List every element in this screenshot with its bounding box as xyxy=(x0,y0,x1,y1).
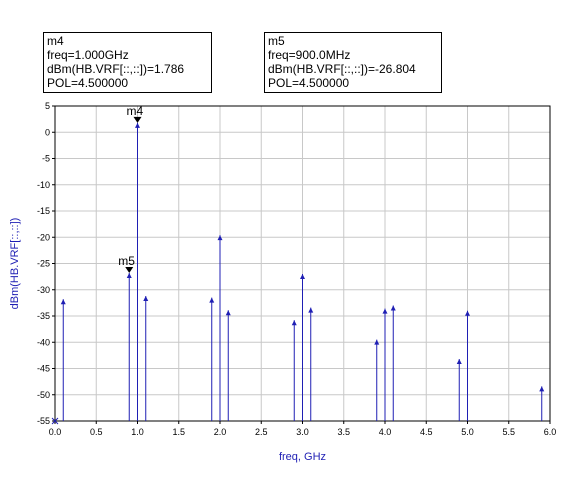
y-tick-label: -55 xyxy=(37,416,50,426)
spectrum-point xyxy=(308,307,314,313)
x-tick-label: 4.0 xyxy=(379,427,392,437)
x-tick-label: 2.0 xyxy=(214,427,227,437)
x-tick-label: 2.5 xyxy=(255,427,268,437)
y-axis-title: dBm(HB.VRF[::,::]) xyxy=(9,218,21,310)
marker-m5-readout: m5 freq=900.0MHz dBm(HB.VRF[::,::])=-26.… xyxy=(264,32,442,93)
y-tick-label: -25 xyxy=(37,259,50,269)
spectrum-point xyxy=(456,359,462,365)
y-tick-label: -20 xyxy=(37,232,50,242)
x-tick-label: 3.5 xyxy=(337,427,350,437)
marker-m4-value: dBm(HB.VRF[::,::])=1.786 xyxy=(47,62,185,76)
x-tick-label: 0.5 xyxy=(90,427,103,437)
x-tick-label: 5.0 xyxy=(461,427,474,437)
marker-m5-triangle[interactable] xyxy=(125,266,134,273)
spectrum-point xyxy=(382,308,388,314)
spectrum-point xyxy=(225,310,231,316)
marker-m4-label: m4 xyxy=(127,104,144,118)
spectrum-point xyxy=(390,305,396,311)
spectrum-point xyxy=(374,339,380,345)
y-tick-label: -50 xyxy=(37,390,50,400)
marker-symbols: m4 m5 xyxy=(118,104,143,273)
y-tick-label: -40 xyxy=(37,337,50,347)
spectrum-point xyxy=(60,299,66,305)
y-tick-label: 5 xyxy=(45,101,50,111)
spectrum-point xyxy=(217,235,223,241)
y-tick-label: -45 xyxy=(37,364,50,374)
marker-m5-name: m5 xyxy=(268,34,285,48)
spectrum-point xyxy=(209,297,215,303)
x-tick-label: 3.0 xyxy=(296,427,309,437)
x-tick-label: 6.0 xyxy=(544,427,557,437)
y-tick-label: -30 xyxy=(37,285,50,295)
y-tick-label: 0 xyxy=(45,127,50,137)
marker-m4-readout: m4 freq=1.000GHz dBm(HB.VRF[::,::])=1.78… xyxy=(43,32,212,93)
spectrum-point xyxy=(300,274,305,279)
spectrum-point xyxy=(465,310,470,316)
y-tick-labels: 5 0 -5 -10 -15 -20 -25 -30 -35 -40 -45 -50 -55 xyxy=(37,101,55,426)
marker-m5-pol: POL=4.500000 xyxy=(268,76,350,90)
spectrum-point xyxy=(143,296,149,302)
x-tick-labels: 0.0 0.5 1.0 1.5 2.0 2.5 3.0 3.5 4.0 4.5 5.0 5.5 6.0 xyxy=(49,421,557,437)
x-axis-title: freq, GHz xyxy=(279,451,326,463)
x-tick-label: 1.0 xyxy=(131,427,144,437)
spectrum-point xyxy=(291,320,297,326)
spectrum-point xyxy=(126,272,132,278)
y-tick-label: -35 xyxy=(37,311,50,321)
x-tick-label: 5.5 xyxy=(502,427,515,437)
spectrum-point xyxy=(135,122,140,128)
spectrum-point xyxy=(539,386,545,392)
marker-m4-pol: POL=4.500000 xyxy=(47,76,129,90)
x-tick-label: 4.5 xyxy=(420,427,433,437)
y-tick-label: -15 xyxy=(37,206,50,216)
marker-m5-label: m5 xyxy=(118,254,135,268)
y-tick-label: -10 xyxy=(37,180,50,190)
spectrum-point xyxy=(51,417,59,425)
x-tick-label: 1.5 xyxy=(172,427,185,437)
marker-m4-freq: freq=1.000GHz xyxy=(47,48,129,62)
y-tick-label: -5 xyxy=(42,154,50,164)
marker-m5-freq: freq=900.0MHz xyxy=(268,48,351,62)
data-stems xyxy=(51,122,545,425)
x-tick-label: 0.0 xyxy=(49,427,62,437)
marker-m4-name: m4 xyxy=(47,34,64,48)
marker-m4-triangle[interactable] xyxy=(133,116,142,123)
marker-m5-value: dBm(HB.VRF[::,::])=-26.804 xyxy=(268,62,416,76)
